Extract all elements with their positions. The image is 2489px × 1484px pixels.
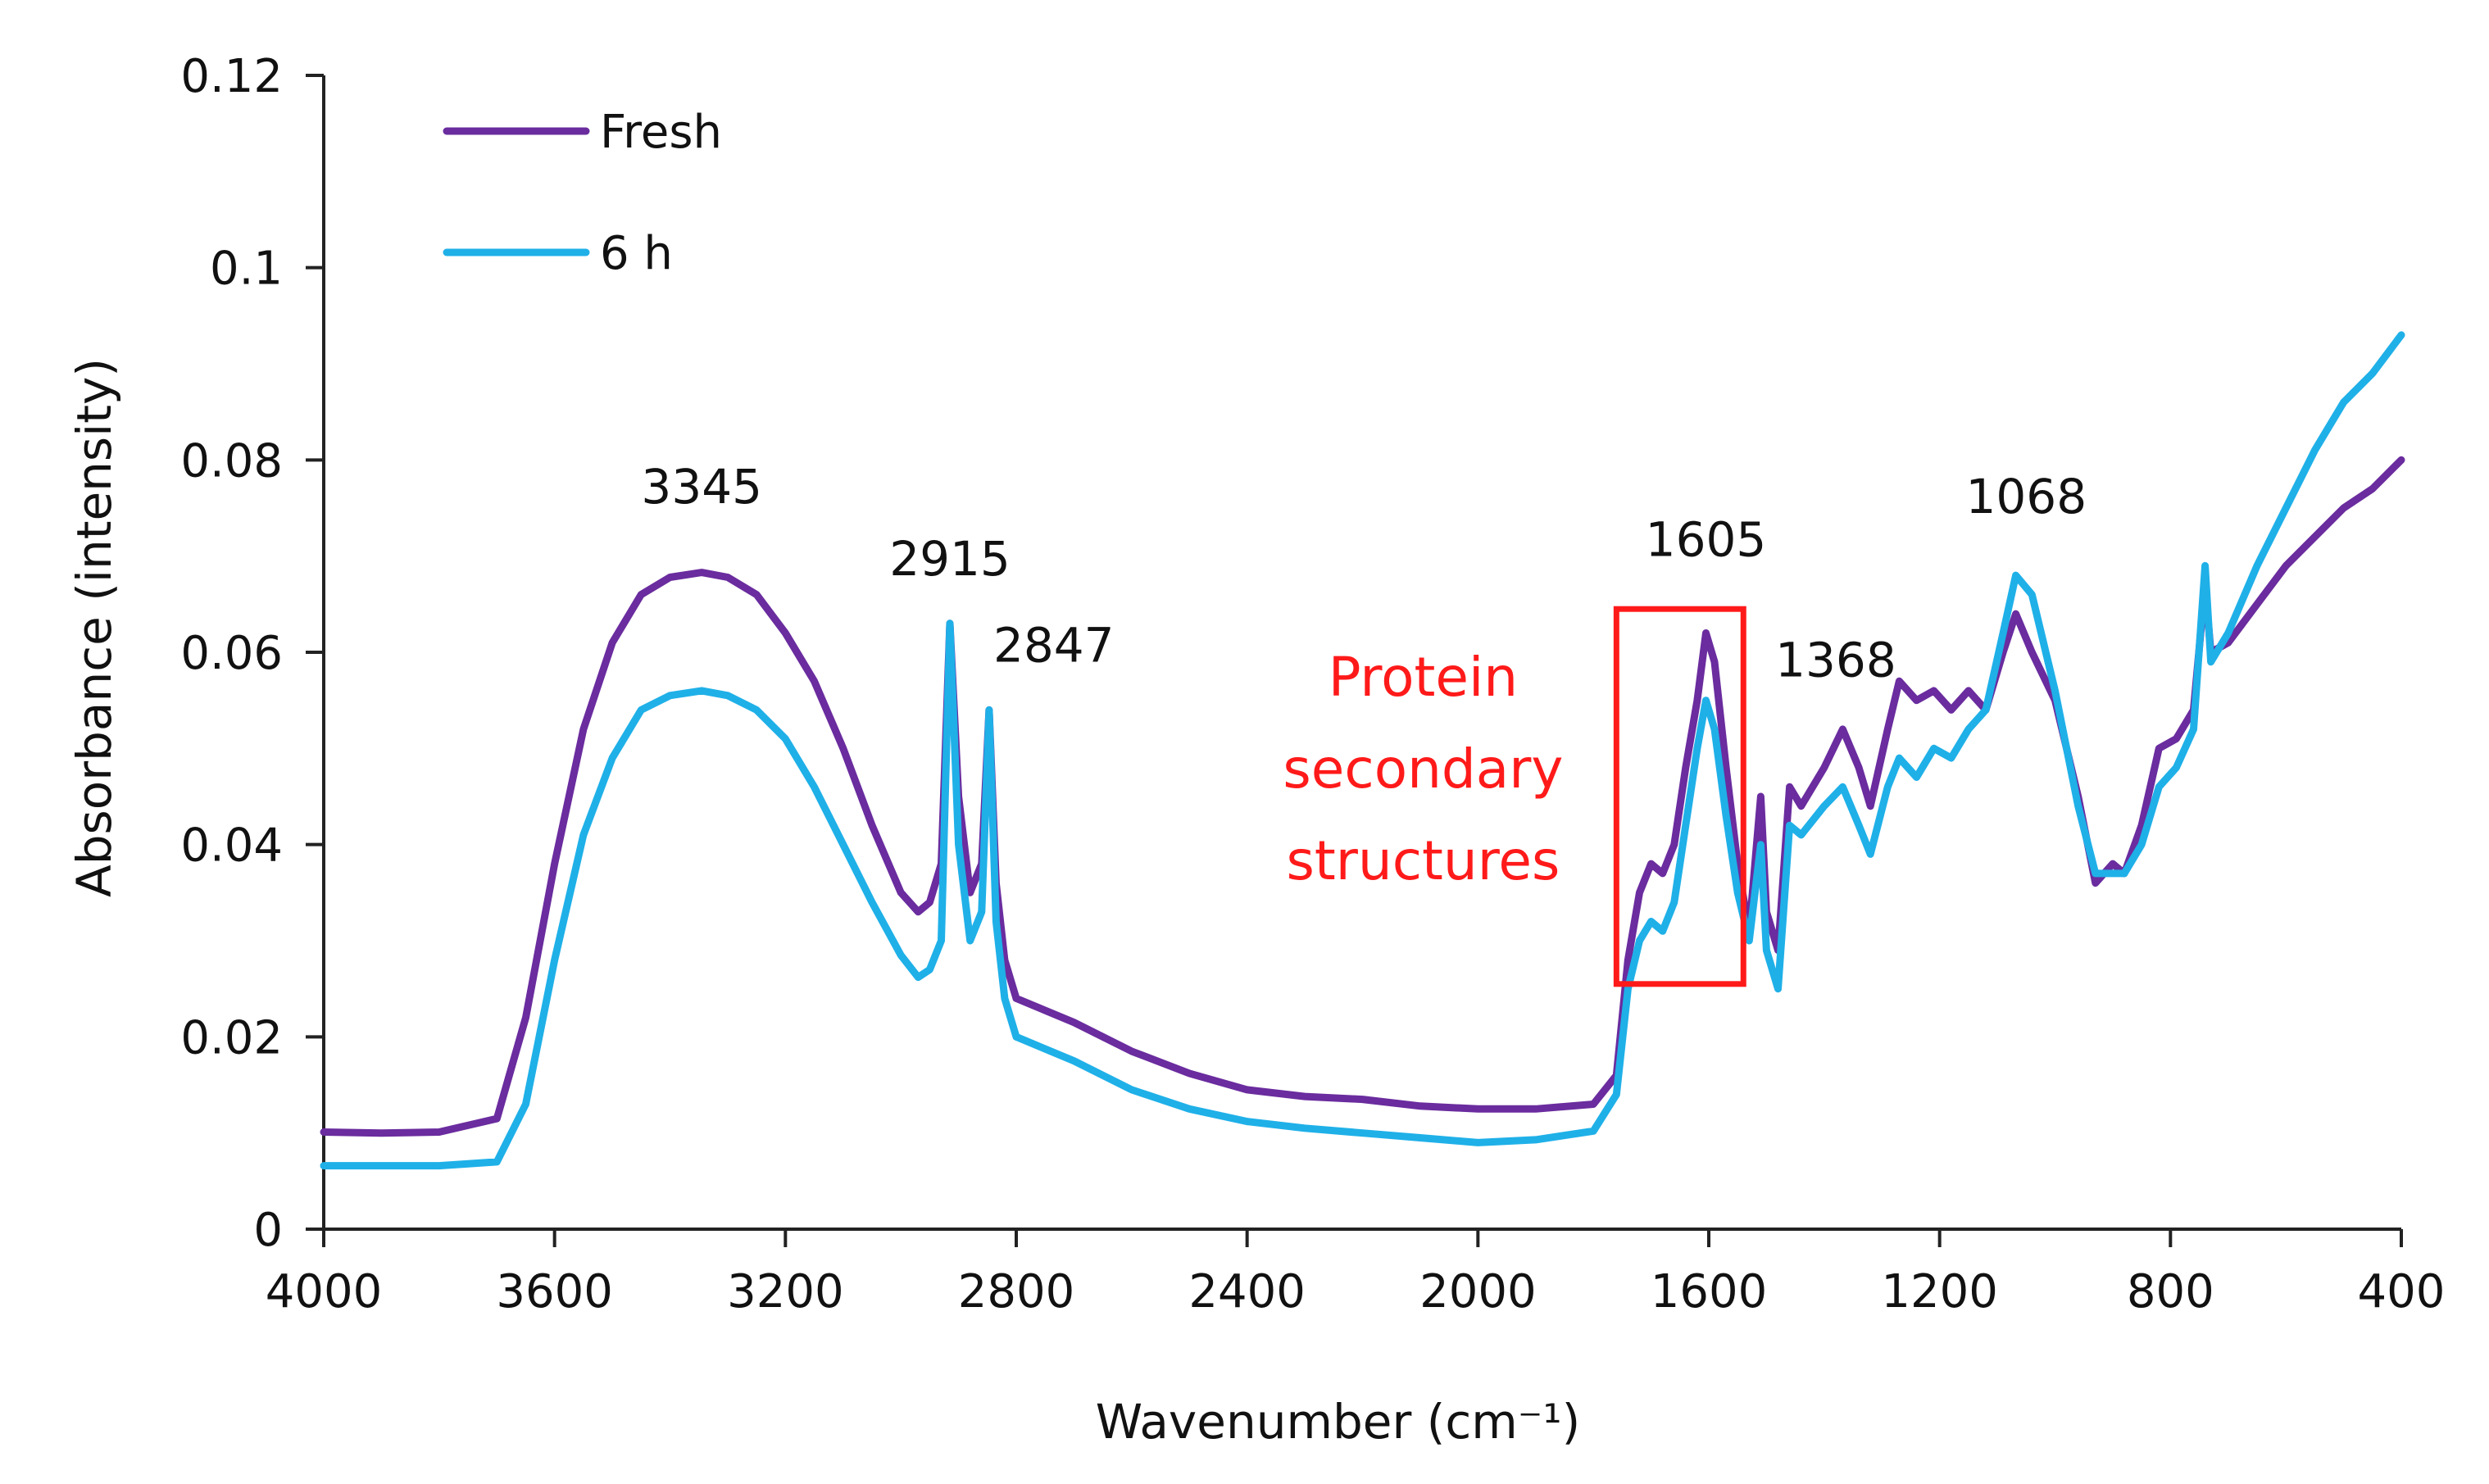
y-tick-label: 0.1: [210, 243, 283, 296]
x-tick-label: 4000: [266, 1265, 383, 1318]
peak-label: 2847: [993, 618, 1115, 674]
x-tick-label: 2800: [958, 1265, 1075, 1318]
peak-labels: 3345 2915 2847 1605 1368 1068: [641, 459, 2087, 688]
annotation-label-line: structures: [1286, 829, 1560, 892]
x-tick-label: 2000: [1419, 1265, 1537, 1318]
protein-region-box: [1613, 606, 1746, 987]
x-tick-label: 3600: [496, 1265, 613, 1318]
series-line-6-h: [320, 331, 2405, 1170]
axis-titles: Wavenumber (cm⁻¹) Absorbance (intensity): [66, 358, 1580, 1450]
y-tick-label: 0.02: [180, 1011, 283, 1064]
x-axis-title: Wavenumber (cm⁻¹): [1096, 1394, 1581, 1450]
x-tick-label: 2400: [1188, 1265, 1306, 1318]
y-tick-label: 0: [253, 1204, 283, 1257]
legend: Fresh 6 h: [443, 106, 722, 280]
x-tick-label: 400: [2358, 1265, 2446, 1318]
y-axis-title: Absorbance (intensity): [66, 358, 122, 897]
peak-label: 1068: [1965, 469, 2087, 524]
series-group: [320, 331, 2405, 1170]
peak-label: 1368: [1775, 632, 1896, 688]
annotations: Protein secondary structures: [1283, 606, 1746, 987]
peak-label: 2915: [889, 531, 1011, 587]
x-tick-label: 1600: [1651, 1265, 1768, 1318]
annotation-label-line: secondary: [1283, 737, 1563, 801]
y-ticks: 0 0.02 0.04 0.06 0.08 0.1 0.12: [180, 50, 324, 1257]
peak-label: 1605: [1646, 512, 1767, 568]
x-tick-label: 800: [2127, 1265, 2214, 1318]
annotation-label-line: Protein: [1329, 646, 1518, 709]
legend-label: 6 h: [600, 227, 673, 280]
legend-label: Fresh: [600, 106, 722, 159]
x-tick-label: 1200: [1881, 1265, 1998, 1318]
x-tick-label: 3200: [727, 1265, 844, 1318]
y-tick-label: 0.04: [180, 819, 283, 873]
peak-label: 3345: [641, 459, 762, 515]
y-tick-label: 0.08: [180, 434, 283, 488]
x-ticks: 4000 3600 3200 2800 2400 2000 1600 1200 800 400: [266, 1229, 2446, 1318]
y-tick-label: 0.12: [180, 50, 283, 103]
y-tick-label: 0.06: [180, 627, 283, 680]
